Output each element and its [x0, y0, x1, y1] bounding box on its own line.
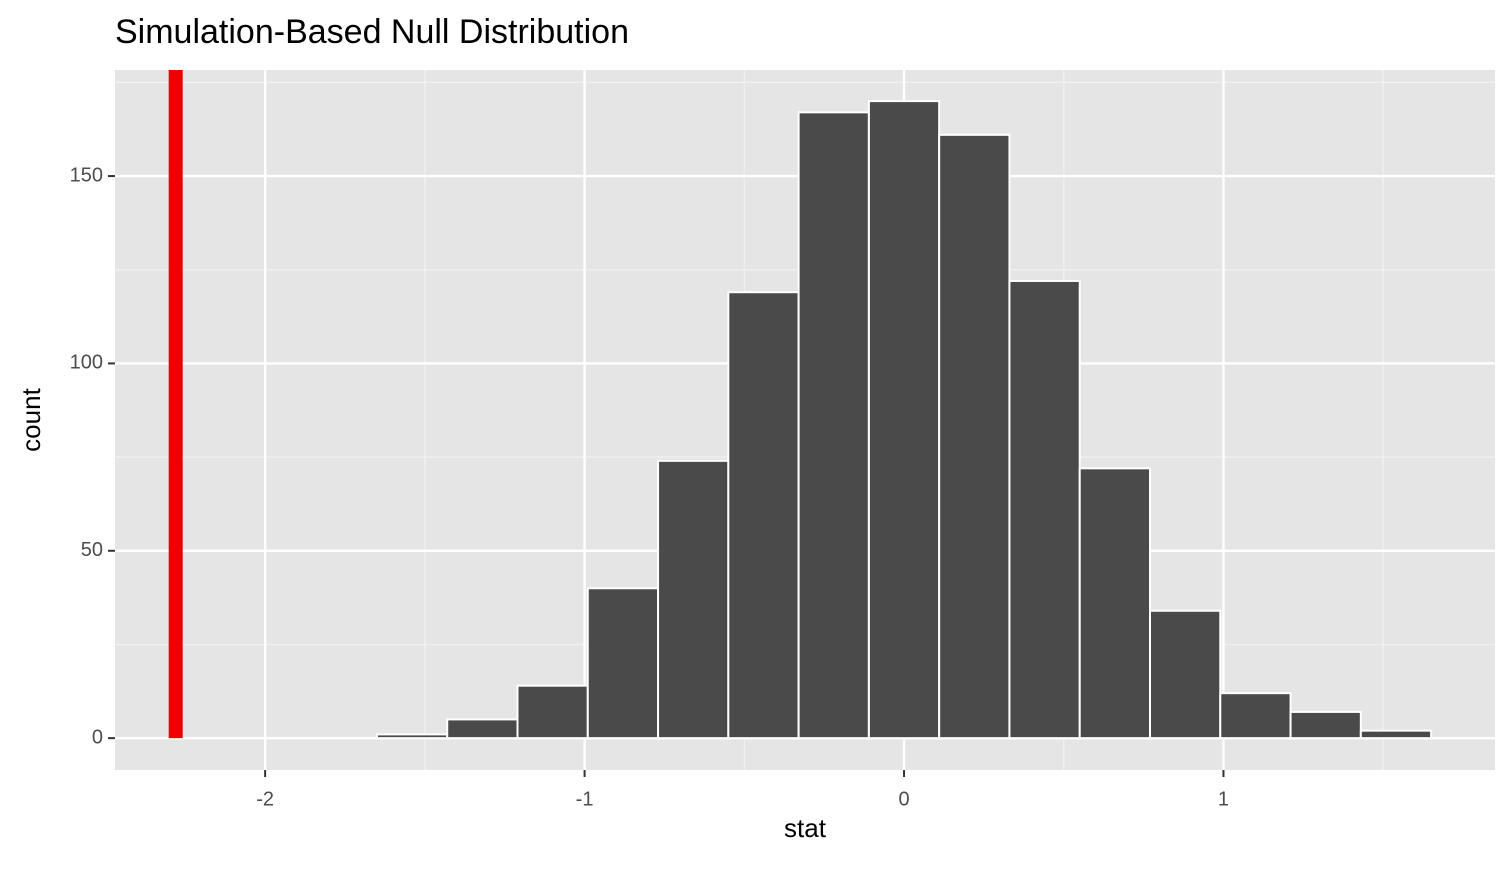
bar — [516, 684, 589, 740]
bar — [1219, 692, 1292, 740]
bar — [938, 133, 1011, 740]
bar — [867, 100, 941, 740]
x-tick-label: -1 — [576, 788, 594, 810]
x-tick-label: 1 — [1218, 788, 1229, 810]
bar — [1078, 467, 1151, 740]
chart-title: Simulation-Based Null Distribution — [115, 13, 629, 51]
bar — [375, 733, 449, 740]
y-tick-label: 100 — [70, 352, 103, 374]
bar — [586, 587, 660, 740]
bar — [1289, 710, 1362, 740]
bar — [1149, 609, 1222, 740]
y-tick-label: 150 — [70, 164, 103, 186]
x-tick-label: -2 — [256, 788, 274, 810]
x-tick-label: 0 — [898, 788, 909, 810]
y-tick-label: 0 — [92, 726, 103, 748]
bar — [657, 459, 730, 740]
y-axis-title: count — [16, 387, 46, 451]
bar — [727, 291, 800, 740]
bar — [1008, 279, 1081, 740]
y-tick-label: 50 — [81, 539, 103, 561]
bar — [1359, 729, 1433, 740]
bar — [797, 111, 870, 740]
x-axis-title: stat — [784, 813, 827, 843]
bar — [446, 718, 519, 740]
